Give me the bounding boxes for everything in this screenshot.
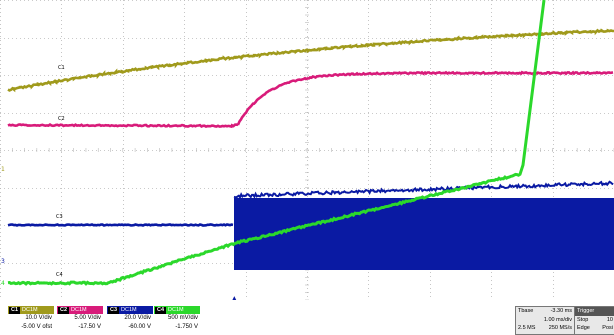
timebase-box[interactable]: Tbase -3.30 ms 1.00 ms/div 2.5 MS 250 MS/s — [515, 306, 575, 335]
channel-tag: C3 — [108, 307, 119, 314]
trigger-level: 10 — [607, 316, 613, 325]
trace-label-c2: C2 — [58, 116, 65, 122]
channel-volts-per-div: 500 mV/div — [154, 314, 200, 323]
channel-header: C4 DC1M — [154, 306, 200, 314]
trigger-mode: Stop — [577, 316, 588, 325]
channel-header: C3 DC1M — [107, 306, 153, 314]
timebase-label: Tbase — [518, 307, 533, 316]
trigger-slope: Posi — [602, 324, 613, 333]
timebase-samples: 2.5 MS — [518, 324, 535, 333]
channel-header: C1 DC1M — [8, 306, 54, 314]
trace-label-c4: C4 — [56, 272, 63, 278]
channel-volts-per-div: 10.0 V/div — [8, 314, 54, 323]
channel-info-c4[interactable]: C4 DC1M 500 mV/div -1.750 V — [154, 306, 200, 333]
channel-offset: -60.00 V — [107, 323, 153, 332]
channel-tag: C2 — [58, 307, 69, 314]
timebase-delay: -3.30 ms — [551, 307, 572, 316]
channel-offset: -1.750 V — [154, 323, 200, 332]
channel-3-trace-top — [234, 182, 613, 198]
channel-2-trace — [8, 72, 613, 126]
channel-1-trace — [8, 30, 614, 90]
channel-offset: -5.00 V ofst — [8, 323, 54, 332]
ground-marker-ch3[interactable]: 3 — [1, 258, 5, 265]
trigger-box[interactable]: Trigger Stop 10 Edge Posi — [574, 306, 614, 335]
ground-marker-ch4[interactable]: 4 — [1, 280, 5, 287]
channel-coupling: DC1M — [121, 306, 137, 315]
channel-coupling: DC1M — [71, 306, 87, 315]
channel-header: C2 DC1M — [57, 306, 103, 314]
timebase-per-div: 1.00 ms/div — [544, 316, 572, 325]
channel-volts-per-div: 20.0 V/div — [107, 314, 153, 323]
channel-info-c2[interactable]: C2 DC1M 5.00 V/div -17.50 V — [57, 306, 103, 333]
timebase-rate: 250 MS/s — [549, 324, 572, 333]
trace-label-c1: C1 — [58, 65, 65, 71]
channel-info-c3[interactable]: C3 DC1M 20.0 V/div -60.00 V — [107, 306, 153, 333]
trigger-label: Trigger — [577, 307, 594, 316]
channel-offset: -17.50 V — [57, 323, 103, 332]
channel-coupling: DC1M — [168, 306, 184, 315]
channel-3-burst-band — [234, 198, 614, 270]
channel-info-c1[interactable]: C1 DC1M 10.0 V/div -5.00 V ofst — [8, 306, 54, 333]
channel-tag: C1 — [9, 307, 20, 314]
channel-coupling: DC1M — [22, 306, 38, 315]
channel-3-trace — [8, 225, 233, 226]
channel-volts-per-div: 5.00 V/div — [57, 314, 103, 323]
trace-label-c3: C3 — [56, 214, 63, 220]
channel-tag: C4 — [155, 307, 166, 314]
trigger-type: Edge — [577, 324, 590, 333]
ground-marker-ch1[interactable]: 1 — [1, 166, 5, 173]
oscilloscope-screen: C1 C2 C3 C4 1 3 4 ▲ — [0, 0, 614, 300]
